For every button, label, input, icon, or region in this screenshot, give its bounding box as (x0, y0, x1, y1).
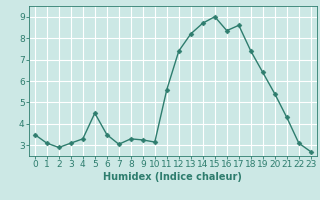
X-axis label: Humidex (Indice chaleur): Humidex (Indice chaleur) (103, 172, 242, 182)
